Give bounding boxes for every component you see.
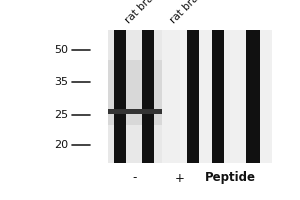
Bar — [205, 30, 272, 163]
Bar — [162, 30, 205, 163]
Bar — [108, 60, 162, 125]
Bar — [246, 30, 260, 163]
Text: -: - — [133, 171, 137, 184]
Bar — [142, 30, 154, 163]
Bar — [212, 30, 224, 163]
Text: 25: 25 — [54, 110, 68, 120]
Bar — [108, 108, 162, 114]
Text: rat brain: rat brain — [168, 0, 207, 25]
Bar — [114, 30, 126, 163]
Text: 50: 50 — [54, 45, 68, 55]
Bar — [108, 30, 162, 163]
Bar — [187, 30, 199, 163]
Text: +: + — [175, 171, 185, 184]
Text: Peptide: Peptide — [205, 171, 256, 184]
Text: 35: 35 — [54, 77, 68, 87]
Text: 20: 20 — [54, 140, 68, 150]
Text: rat brain: rat brain — [123, 0, 162, 25]
